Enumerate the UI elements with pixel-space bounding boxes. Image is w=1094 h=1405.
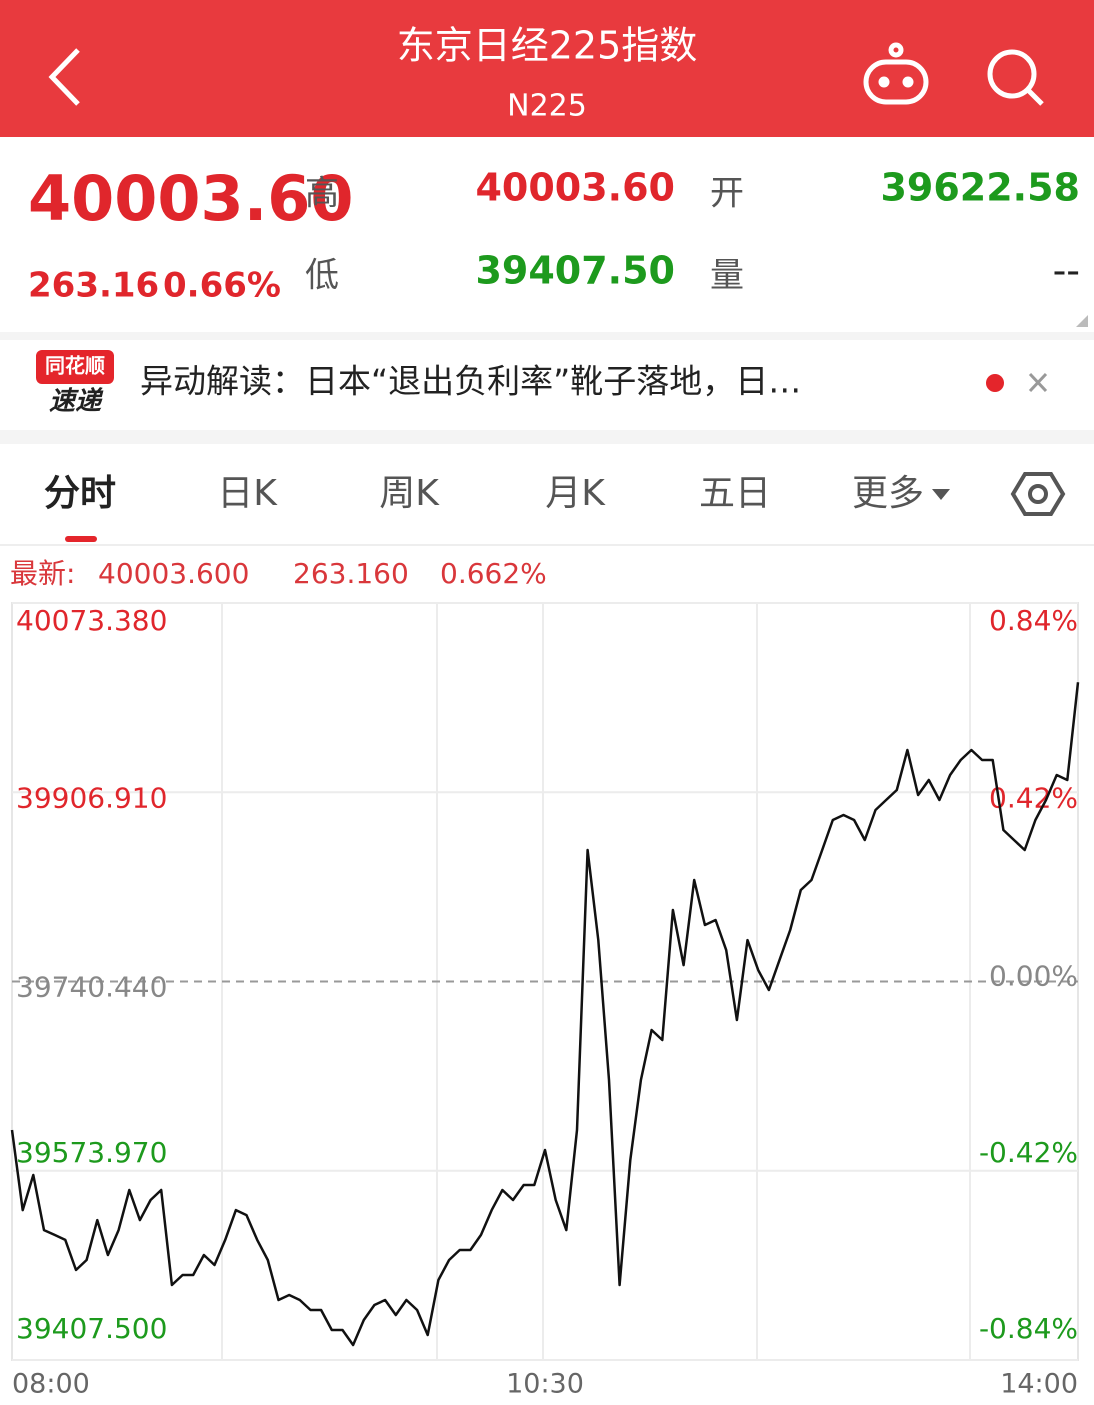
y-tick-label: 39573.970 (16, 1136, 167, 1169)
robot-icon[interactable] (863, 42, 929, 105)
info-percent: 0.662% (440, 557, 547, 590)
price-line (10, 682, 1080, 1347)
expand-corner[interactable] (1076, 315, 1088, 327)
high-label: 高 (305, 174, 339, 214)
back-button[interactable] (48, 48, 80, 106)
price: 40003.60 (28, 162, 354, 235)
y2-tick-label: 0.84% (989, 604, 1078, 637)
change-percent: 0.66% (163, 266, 281, 306)
plot: 40073.380 39906.910 39740.440 39573.970 3940… (10, 602, 1080, 1400)
tab-indicator (65, 536, 97, 542)
tab[interactable]: 周K (379, 473, 440, 514)
open-label: 开 (710, 174, 744, 214)
tab[interactable]: 更多 (852, 473, 924, 514)
settings-icon[interactable] (1010, 472, 1066, 516)
tab[interactable]: 分时 (44, 473, 116, 514)
tab[interactable]: 日K (217, 473, 278, 514)
volume-label: 量 (710, 256, 744, 296)
separator (0, 332, 1094, 340)
separator (0, 430, 1094, 444)
info-change: 263.160 (293, 557, 409, 590)
tab[interactable]: 五日 (699, 473, 771, 514)
y2-tick-label: 0.42% (989, 781, 1078, 814)
info-price: 40003.600 (98, 557, 249, 590)
search-icon[interactable] (987, 49, 1044, 106)
dropdown-arrow (932, 489, 950, 500)
badge-bottom: 速递 (49, 387, 104, 417)
open-value: 39622.58 (880, 166, 1080, 210)
low-label: 低 (305, 256, 339, 296)
low-value: 39407.50 (475, 249, 675, 293)
news-text[interactable]: 异动解读：日本“退出负利率”靴子落地，日… (140, 362, 801, 401)
info-label: 最新: (10, 557, 75, 590)
x-tick-label: 08:00 (12, 1369, 90, 1400)
close-button[interactable] (1028, 372, 1048, 393)
unread-dot (986, 374, 1004, 392)
y-tick-label: 39906.910 (16, 781, 167, 814)
x-tick-label: 14:00 (1000, 1369, 1078, 1400)
y2-tick-label: -0.84% (979, 1312, 1078, 1345)
tab[interactable]: 月K (545, 473, 606, 514)
header-bar (0, 0, 1094, 137)
y-tick-label: 40073.380 (16, 604, 167, 637)
y2-tick-label: 0.00% (989, 960, 1078, 993)
y-tick-label: 39407.500 (16, 1312, 167, 1345)
header-title: 东京日经225指数 (397, 24, 698, 68)
x-tick-label: 10:30 (506, 1369, 584, 1400)
news-badge (36, 350, 114, 384)
change: 263.16 (28, 266, 159, 306)
badge-top: 同花顺 (45, 354, 105, 378)
y2-tick-label: -0.42% (979, 1136, 1078, 1169)
high-value: 40003.60 (475, 166, 675, 210)
volume-value: -- (1053, 249, 1080, 293)
y-tick-label: 39740.440 (16, 971, 167, 1004)
header-subtitle: N225 (507, 89, 587, 124)
